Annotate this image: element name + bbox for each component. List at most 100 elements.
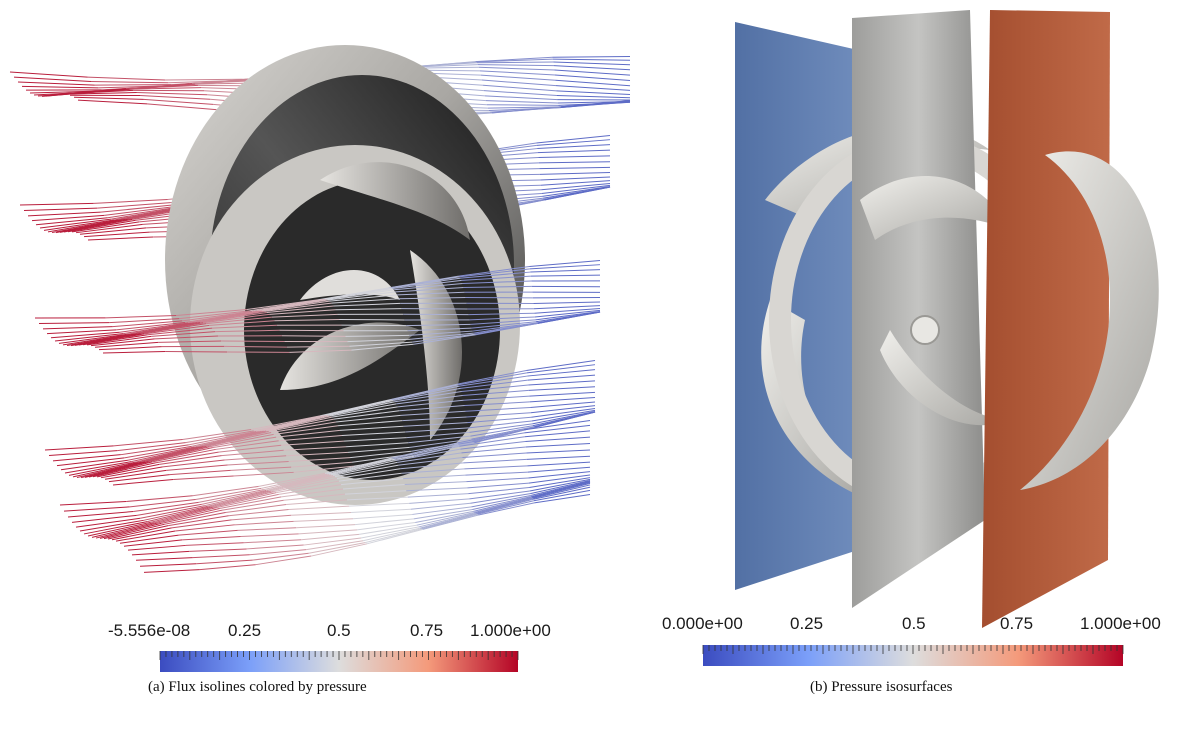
streamline-segment bbox=[154, 335, 219, 340]
streamline-segment bbox=[71, 221, 140, 233]
streamline-segment bbox=[477, 500, 534, 515]
streamline-segment bbox=[528, 386, 596, 391]
streamline-segment bbox=[125, 84, 199, 90]
streamline-segment bbox=[76, 461, 142, 479]
streamline-segment bbox=[336, 468, 401, 479]
streamline-segment bbox=[301, 533, 360, 541]
streamline-segment bbox=[491, 106, 562, 114]
streamline-segment bbox=[227, 460, 289, 466]
streamline-segment bbox=[126, 495, 193, 503]
streamline-segment bbox=[249, 549, 307, 556]
streamline-segment bbox=[258, 472, 326, 487]
streamline-segment bbox=[271, 476, 336, 492]
streamline-segment bbox=[527, 369, 596, 377]
streamline-segment bbox=[63, 218, 133, 233]
streamline-segment bbox=[401, 468, 465, 474]
streamline-segment bbox=[162, 459, 225, 468]
streamline-segment bbox=[47, 219, 119, 233]
streamline-segment bbox=[342, 483, 405, 490]
streamline-segment bbox=[478, 502, 535, 516]
streamline-segment bbox=[528, 474, 591, 484]
streamline-segment bbox=[204, 490, 269, 507]
streamline-segment bbox=[484, 95, 558, 101]
streamline-segment bbox=[333, 302, 401, 307]
streamline-segment bbox=[252, 552, 309, 561]
streamline-segment bbox=[341, 431, 406, 437]
streamline-segment bbox=[19, 202, 94, 206]
streamline-segment bbox=[84, 461, 149, 478]
streamline-segment bbox=[79, 519, 144, 532]
streamline-segment bbox=[468, 487, 530, 495]
streamline-segment bbox=[530, 480, 591, 496]
streamline-segment bbox=[554, 74, 631, 82]
streamline-segment bbox=[462, 280, 532, 285]
streamline-segment bbox=[75, 223, 143, 234]
streamline-segment bbox=[67, 219, 136, 233]
streamline-segment bbox=[352, 513, 413, 520]
streamline-segment bbox=[345, 442, 409, 448]
streamline-segment bbox=[486, 104, 559, 106]
streamline-segment bbox=[218, 444, 282, 453]
streamline-segment bbox=[171, 519, 232, 529]
streamline-segment bbox=[143, 569, 200, 573]
streamline-segment bbox=[146, 103, 217, 111]
streamline-segment bbox=[532, 484, 591, 499]
streamline-segment bbox=[400, 462, 464, 470]
streamline-segment bbox=[117, 442, 186, 452]
streamline-segment bbox=[210, 491, 274, 508]
streamline-segment bbox=[476, 498, 534, 515]
streamline-segment bbox=[82, 334, 148, 346]
streamline-segment bbox=[481, 79, 557, 87]
streamline-segment bbox=[366, 528, 423, 545]
streamline-segment bbox=[405, 427, 469, 433]
streamline-segment bbox=[416, 512, 475, 526]
streamline-segment bbox=[533, 489, 591, 502]
streamline-segment bbox=[94, 84, 172, 86]
streamline-segment bbox=[475, 58, 554, 63]
streamline-segment bbox=[407, 327, 472, 332]
streamline-segment bbox=[396, 394, 463, 405]
streamline-segment bbox=[465, 471, 528, 476]
streamline-segment bbox=[192, 485, 259, 497]
colorbar-a-label-025: 0.25 bbox=[228, 621, 262, 640]
streamline-segment bbox=[131, 550, 190, 556]
streamline-segment bbox=[191, 431, 259, 447]
streamline-segment bbox=[412, 506, 472, 515]
streamline-segment bbox=[560, 100, 631, 108]
streamline-segment bbox=[335, 308, 402, 311]
streamline-segment bbox=[394, 283, 463, 291]
streamline-segment bbox=[147, 327, 213, 336]
streamline-segment bbox=[474, 497, 533, 513]
streamline-segment bbox=[276, 480, 340, 494]
streamline-segment bbox=[398, 456, 463, 466]
streamline-segment bbox=[528, 471, 591, 479]
streamline-segment bbox=[139, 95, 211, 100]
streamline-segment bbox=[482, 84, 557, 92]
streamline-segment bbox=[533, 486, 591, 500]
streamline-segment bbox=[31, 214, 105, 222]
streamline-segment bbox=[103, 523, 165, 540]
streamline-segment bbox=[43, 219, 115, 231]
streamline-segment bbox=[474, 56, 553, 63]
streamline-segment bbox=[298, 529, 358, 535]
streamline-segment bbox=[472, 496, 532, 510]
streamline-segment bbox=[164, 511, 226, 525]
streamline-segment bbox=[141, 445, 207, 463]
colorbar-b-label-075: 0.75 bbox=[1000, 614, 1034, 633]
streamline-segment bbox=[209, 320, 275, 326]
streamline-segment bbox=[349, 450, 412, 459]
streamline-segment bbox=[462, 452, 527, 458]
streamline-segment bbox=[531, 481, 591, 498]
streamline-segment bbox=[462, 389, 529, 396]
streamline-segment bbox=[392, 279, 462, 289]
streamline-segment bbox=[459, 375, 528, 387]
streamline-segment bbox=[144, 324, 210, 335]
streamline-segment bbox=[480, 74, 556, 81]
streamline-segment bbox=[178, 529, 238, 536]
streamline-segment bbox=[402, 416, 467, 422]
streamline-segment bbox=[288, 505, 350, 511]
streamline-segment bbox=[115, 530, 176, 542]
streamline-segment bbox=[269, 309, 336, 315]
streamline-segment bbox=[391, 277, 461, 289]
streamline-segment bbox=[104, 205, 177, 216]
